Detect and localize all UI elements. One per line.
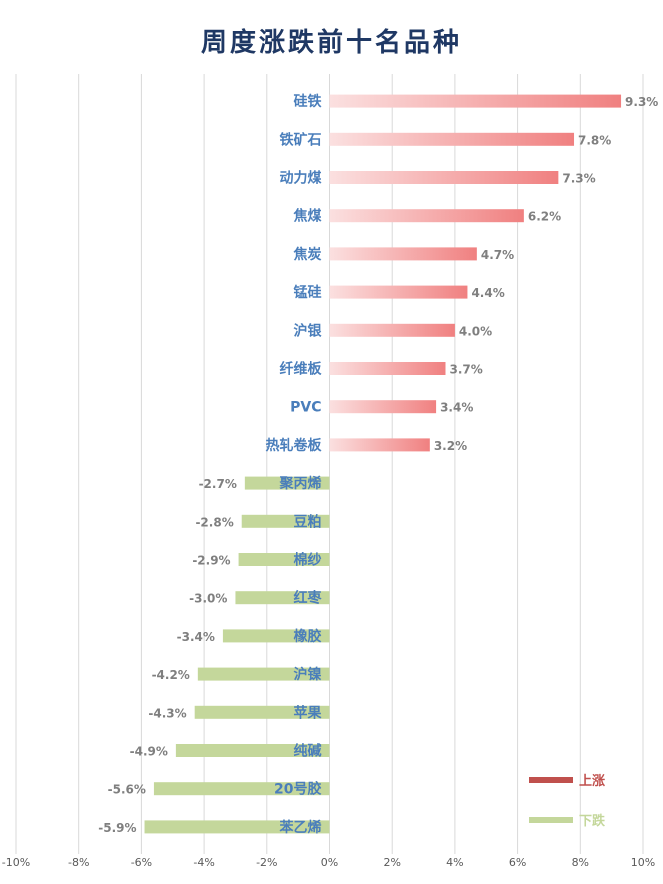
x-tick-label: 8% bbox=[572, 856, 589, 869]
chart-title: 周度涨跌前十名品种 bbox=[200, 28, 462, 58]
category-label: 豆粕 bbox=[294, 513, 322, 530]
category-label: 20号胶 bbox=[274, 781, 321, 798]
x-axis: -10% -8% -6% -4% -2% 0% 2% 4% 6% 8% 10% bbox=[2, 856, 655, 869]
category-label: 锰硅 bbox=[294, 284, 322, 301]
bar bbox=[329, 438, 430, 452]
bar bbox=[222, 629, 330, 643]
bar bbox=[329, 362, 446, 375]
bar bbox=[329, 323, 455, 337]
data-label: 7.3% bbox=[562, 172, 595, 186]
data-label: 3.2% bbox=[434, 439, 467, 453]
category-label: 铁矿石 bbox=[280, 131, 322, 148]
category-label: 纤维板 bbox=[280, 361, 323, 378]
bar bbox=[153, 782, 330, 796]
data-label: -3.0% bbox=[189, 592, 227, 606]
data-label: 4.0% bbox=[459, 324, 492, 338]
bar bbox=[175, 744, 330, 757]
data-label: 7.8% bbox=[578, 133, 611, 147]
x-tick-label: -6% bbox=[131, 856, 152, 869]
data-label: -4.2% bbox=[152, 668, 190, 682]
legend-label: 下跌 bbox=[579, 813, 606, 829]
data-label: -4.3% bbox=[148, 706, 186, 720]
data-label: -2.7% bbox=[199, 477, 237, 491]
legend-swatch bbox=[529, 817, 573, 823]
bar bbox=[329, 285, 468, 299]
x-tick-label: 6% bbox=[509, 856, 526, 869]
data-label: -4.9% bbox=[130, 745, 168, 759]
bars bbox=[144, 94, 622, 834]
data-label: 4.4% bbox=[471, 286, 504, 300]
grid-lines bbox=[15, 74, 644, 854]
bar bbox=[329, 171, 559, 184]
bar bbox=[329, 132, 575, 146]
legend-swatch bbox=[529, 777, 573, 783]
category-label: 焦煤 bbox=[293, 208, 323, 225]
category-label: 橡胶 bbox=[294, 628, 322, 645]
x-tick-label: -4% bbox=[193, 856, 214, 869]
bar bbox=[244, 476, 330, 490]
bar bbox=[329, 400, 437, 414]
data-label: 4.7% bbox=[481, 248, 514, 262]
bar bbox=[238, 553, 330, 566]
legend-label: 上涨 bbox=[579, 774, 605, 789]
x-tick-label: 10% bbox=[631, 856, 655, 869]
data-label: -5.6% bbox=[108, 783, 146, 797]
x-tick-label: 2% bbox=[383, 856, 400, 869]
data-label: 3.4% bbox=[440, 401, 473, 415]
bar bbox=[197, 667, 330, 681]
category-label: 苹果 bbox=[294, 704, 323, 721]
bar bbox=[329, 247, 477, 261]
data-label: 6.2% bbox=[528, 210, 561, 224]
category-label: 红枣 bbox=[294, 590, 323, 607]
x-tick-label: -10% bbox=[2, 856, 30, 869]
x-tick-label: -8% bbox=[68, 856, 89, 869]
category-label: 苯乙烯 bbox=[279, 819, 322, 836]
category-label: 沪银 bbox=[294, 322, 323, 339]
data-label: 3.7% bbox=[449, 363, 482, 377]
labels: 硅铁 9.3% 铁矿石 7.8% 动力煤 7.3% 焦煤 6.2% 焦炭 4.7% 锰硅 4.4% 沪银… bbox=[98, 93, 658, 836]
bar bbox=[144, 820, 330, 834]
bar bbox=[329, 94, 622, 108]
category-label: 热轧卷板 bbox=[266, 437, 323, 454]
category-label: PVC bbox=[290, 400, 321, 416]
data-label: -2.9% bbox=[192, 554, 230, 568]
data-label: 9.3% bbox=[625, 95, 658, 109]
bar bbox=[235, 591, 330, 605]
bar bbox=[329, 209, 524, 223]
category-label: 动力煤 bbox=[280, 170, 323, 187]
bar bbox=[241, 514, 330, 528]
category-label: 纯碱 bbox=[294, 743, 322, 760]
data-label: -2.8% bbox=[195, 515, 233, 529]
data-label: -3.4% bbox=[177, 630, 215, 644]
x-tick-label: -2% bbox=[256, 856, 277, 869]
data-label: -5.9% bbox=[98, 821, 136, 835]
category-label: 聚丙烯 bbox=[279, 475, 322, 492]
category-label: 焦炭 bbox=[293, 246, 322, 263]
category-label: 硅铁 bbox=[294, 93, 322, 110]
x-tick-label: 4% bbox=[446, 856, 463, 869]
category-label: 棉纱 bbox=[294, 552, 322, 569]
category-label: 沪镍 bbox=[294, 666, 322, 683]
x-tick-label: 0% bbox=[321, 856, 338, 869]
bar bbox=[194, 705, 330, 719]
